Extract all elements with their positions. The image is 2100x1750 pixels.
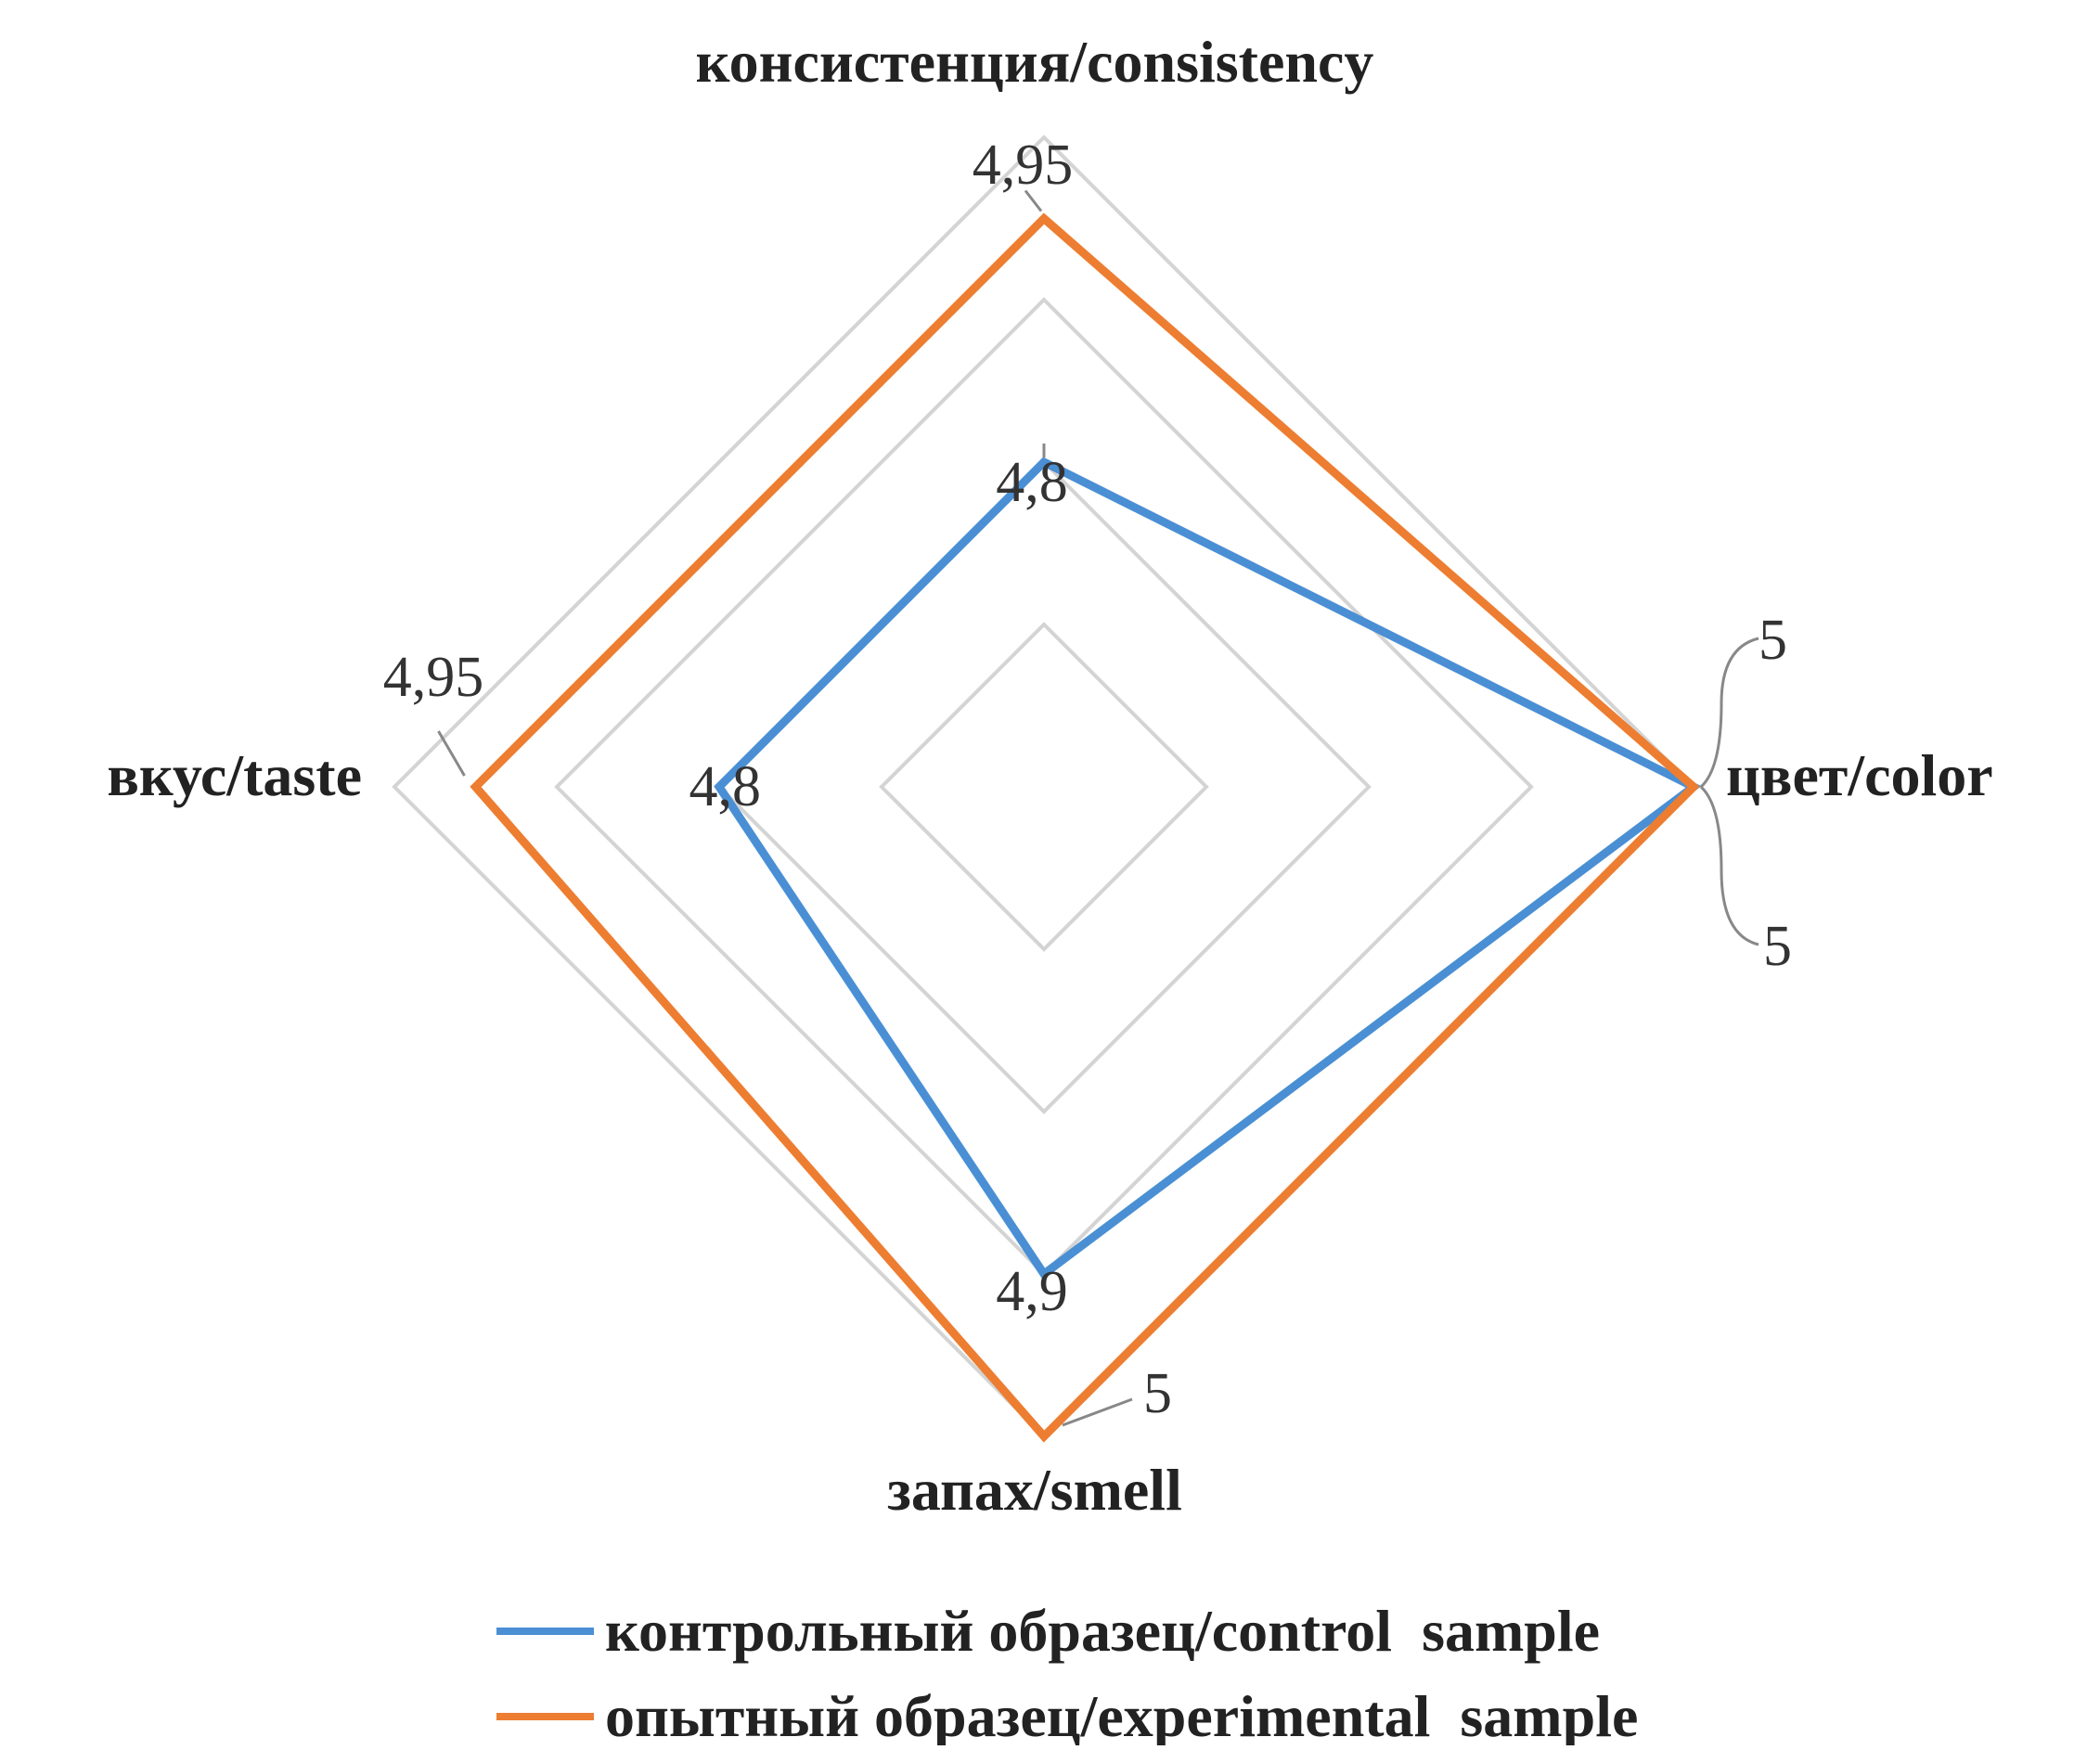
leader-smell <box>1062 1397 1133 1427</box>
leader-color-bottom <box>1699 785 1759 946</box>
label-layer: консистенция/consistency цвет/color запа… <box>107 29 1992 1523</box>
data-label-experimental-taste: 4,95 <box>383 646 484 709</box>
data-label-experimental-consistency: 4,95 <box>973 134 1074 197</box>
axis-label-taste: вкус/taste <box>107 742 362 808</box>
grid-ring-4 <box>392 135 1696 1439</box>
grid-layer <box>392 135 1696 1439</box>
data-label-experimental-color: 5 <box>1759 609 1787 672</box>
legend-label-control: контрольный образец/control sample <box>605 1598 1600 1664</box>
data-label-control-consistency: 4,8 <box>996 451 1068 514</box>
data-label-experimental-smell: 5 <box>1143 1362 1172 1425</box>
data-label-control-taste: 4,8 <box>689 755 762 818</box>
leader-layer <box>437 189 1759 1427</box>
legend-label-experimental: опытный образец/experimental sample <box>605 1683 1638 1745</box>
series-line-experimental <box>470 212 1700 1443</box>
series-line-control <box>714 457 1702 1280</box>
data-label-control-color: 5 <box>1763 915 1792 978</box>
leader-consistency <box>1024 189 1043 212</box>
series-layer <box>470 212 1702 1443</box>
axis-label-smell: запах/smell <box>887 1457 1182 1523</box>
grid-ring-1 <box>879 622 1209 952</box>
leader-color-top <box>1699 637 1759 789</box>
leader-taste <box>437 730 466 777</box>
legend: контрольный образец/control sample опытн… <box>496 1598 1638 1749</box>
data-label-control-smell: 4,9 <box>996 1260 1068 1323</box>
axis-label-color: цвет/color <box>1726 742 1993 808</box>
grid-ring-2 <box>716 459 1372 1114</box>
axis-label-consistency: консистенция/consistency <box>696 29 1374 95</box>
